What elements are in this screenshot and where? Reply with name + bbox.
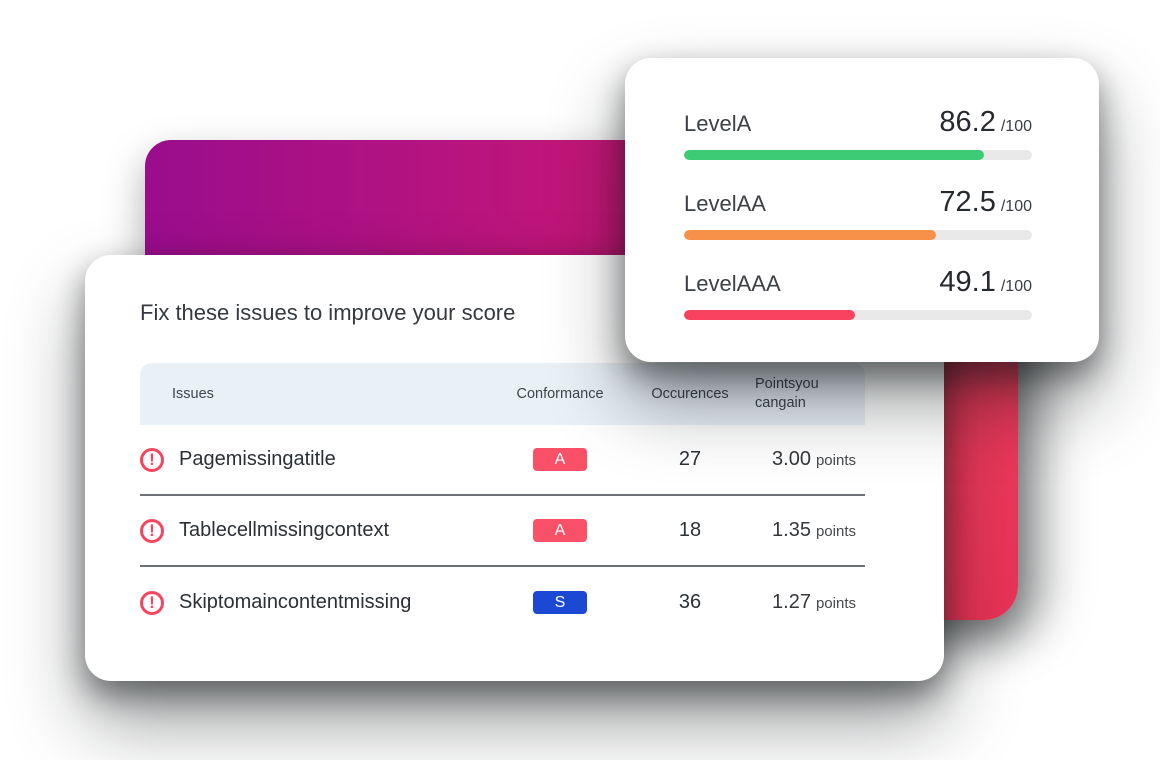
level-score: 49.1 /100 — [939, 266, 1032, 299]
points-suffix: points — [815, 452, 856, 469]
points-value: 1.27 — [772, 591, 811, 613]
score-value: 72.5 — [939, 186, 996, 218]
issues-table: Issues Conformance Occurences Pointsyou … — [140, 363, 865, 638]
points-value: 1.35 — [772, 519, 811, 541]
occurences-cell: 27 — [678, 448, 702, 470]
points-suffix: points — [815, 523, 856, 540]
level-score: 72.5 /100 — [939, 186, 1032, 219]
conformance-badge: S — [533, 591, 587, 614]
progress-bar-track — [684, 310, 1032, 320]
score-max: /100 — [1000, 198, 1032, 215]
issue-label: Pagemissingatitle — [179, 448, 336, 470]
issues-table-header: Issues Conformance Occurences Pointsyou … — [140, 363, 865, 425]
score-metric-level-aaa: LevelAAA 49.1 /100 — [684, 266, 1032, 320]
score-value: 86.2 — [939, 106, 996, 138]
column-header-occurences: Occurences — [651, 386, 729, 402]
score-levels-card: LevelA 86.2 /100 LevelAA 72.5 /100 Level… — [625, 58, 1099, 362]
level-score: 86.2 /100 — [939, 106, 1032, 139]
issues-card-title: Fix these issues to improve your score — [140, 300, 516, 325]
points-suffix: points — [815, 595, 856, 612]
column-header-points-line2: cangain — [755, 395, 806, 411]
progress-bar-fill — [684, 150, 984, 160]
table-row[interactable]: ! Tablecellmissingcontext A 18 1.35 point… — [140, 496, 865, 567]
column-header-points: Pointsyou cangain — [750, 375, 865, 413]
warning-icon: ! — [140, 447, 164, 472]
occurences-cell: 18 — [678, 519, 702, 541]
issue-label: Tablecellmissingcontext — [179, 519, 390, 541]
table-row[interactable]: ! Pagemissingatitle A 27 3.00 points — [140, 425, 865, 496]
warning-icon: ! — [140, 590, 164, 615]
conformance-cell: A — [490, 448, 630, 471]
score-value: 49.1 — [939, 266, 996, 298]
progress-bar-fill — [684, 230, 937, 240]
conformance-badge: A — [533, 519, 587, 542]
score-metric-level-a: LevelA 86.2 /100 — [684, 106, 1032, 160]
level-label: LevelAA — [684, 191, 766, 216]
issue-cell: ! Tablecellmissingcontext — [140, 518, 490, 543]
issue-label: Skiptomaincontentmissing — [179, 591, 412, 613]
column-header-conformance: Conformance — [516, 386, 604, 402]
conformance-badge: A — [533, 448, 587, 471]
issues-card: Fix these issues to improve your score I… — [85, 255, 944, 681]
occurences-cell: 36 — [678, 591, 702, 613]
level-label: LevelA — [684, 111, 752, 136]
column-header-issues: Issues — [172, 386, 214, 402]
points-cell: 1.35 points — [750, 519, 865, 542]
table-row[interactable]: ! Skiptomaincontentmissing S 36 1.27 poin… — [140, 567, 865, 638]
issue-cell: ! Skiptomaincontentmissing — [140, 590, 490, 615]
conformance-cell: A — [490, 519, 630, 542]
progress-bar-track — [684, 230, 1032, 240]
conformance-cell: S — [490, 591, 630, 614]
points-cell: 3.00 points — [750, 448, 865, 471]
score-max: /100 — [1000, 278, 1032, 295]
score-metric-level-aa: LevelAA 72.5 /100 — [684, 186, 1032, 240]
progress-bar-fill — [684, 310, 855, 320]
points-value: 3.00 — [772, 448, 811, 470]
points-cell: 1.27 points — [750, 591, 865, 614]
progress-bar-track — [684, 150, 1032, 160]
column-header-points-line1: Pointsyou — [755, 376, 819, 393]
level-label: LevelAAA — [684, 271, 781, 296]
warning-icon: ! — [140, 518, 164, 543]
score-max: /100 — [1000, 118, 1032, 135]
issue-cell: ! Pagemissingatitle — [140, 447, 490, 472]
